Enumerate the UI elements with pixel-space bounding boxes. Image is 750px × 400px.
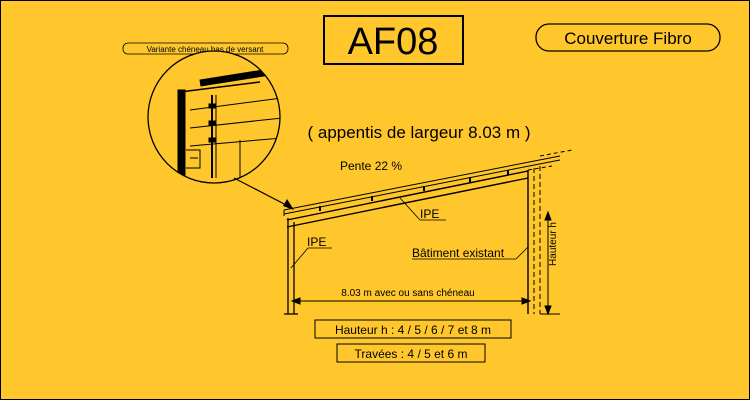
detail-pointer-line [233, 177, 291, 208]
slope-label: Pente 22 % [340, 159, 402, 173]
heights-box [314, 319, 512, 339]
ipe-column [284, 218, 298, 315]
width-label: 8.03 m avec ou sans chéneau [341, 288, 474, 299]
existing-building-label: Bâtiment existant [412, 246, 505, 260]
spans-box [336, 343, 486, 363]
product-code: AF08 [348, 21, 439, 63]
roofing-type: Couverture Fibro [564, 29, 692, 48]
heading: ( appentis de largeur 8.03 m ) [307, 123, 530, 142]
rafter-ipe-label: IPE [420, 207, 439, 221]
existing-building-wall [527, 149, 573, 314]
column-ipe-leader [290, 247, 309, 269]
spans-options: Travées : 4 / 5 et 6 m [355, 347, 468, 361]
heights-options: Hauteur h : 4 / 5 / 6 / 7 et 8 m [335, 323, 491, 337]
column-ipe-label: IPE [307, 235, 326, 249]
detail-caption: Variante chéneau bas de versant [147, 45, 265, 54]
gutter-detail-circle [147, 50, 281, 184]
detail-pointer-arrowhead [283, 199, 294, 210]
code-box [323, 15, 464, 65]
rafter-ipe-leader [399, 197, 421, 221]
existing-building-leader [515, 246, 529, 260]
height-label: Hauteur h [548, 222, 559, 266]
roofing-badge [535, 23, 721, 52]
height-dimension [540, 210, 560, 316]
roof-structure [283, 155, 561, 228]
width-dimension [290, 297, 532, 305]
